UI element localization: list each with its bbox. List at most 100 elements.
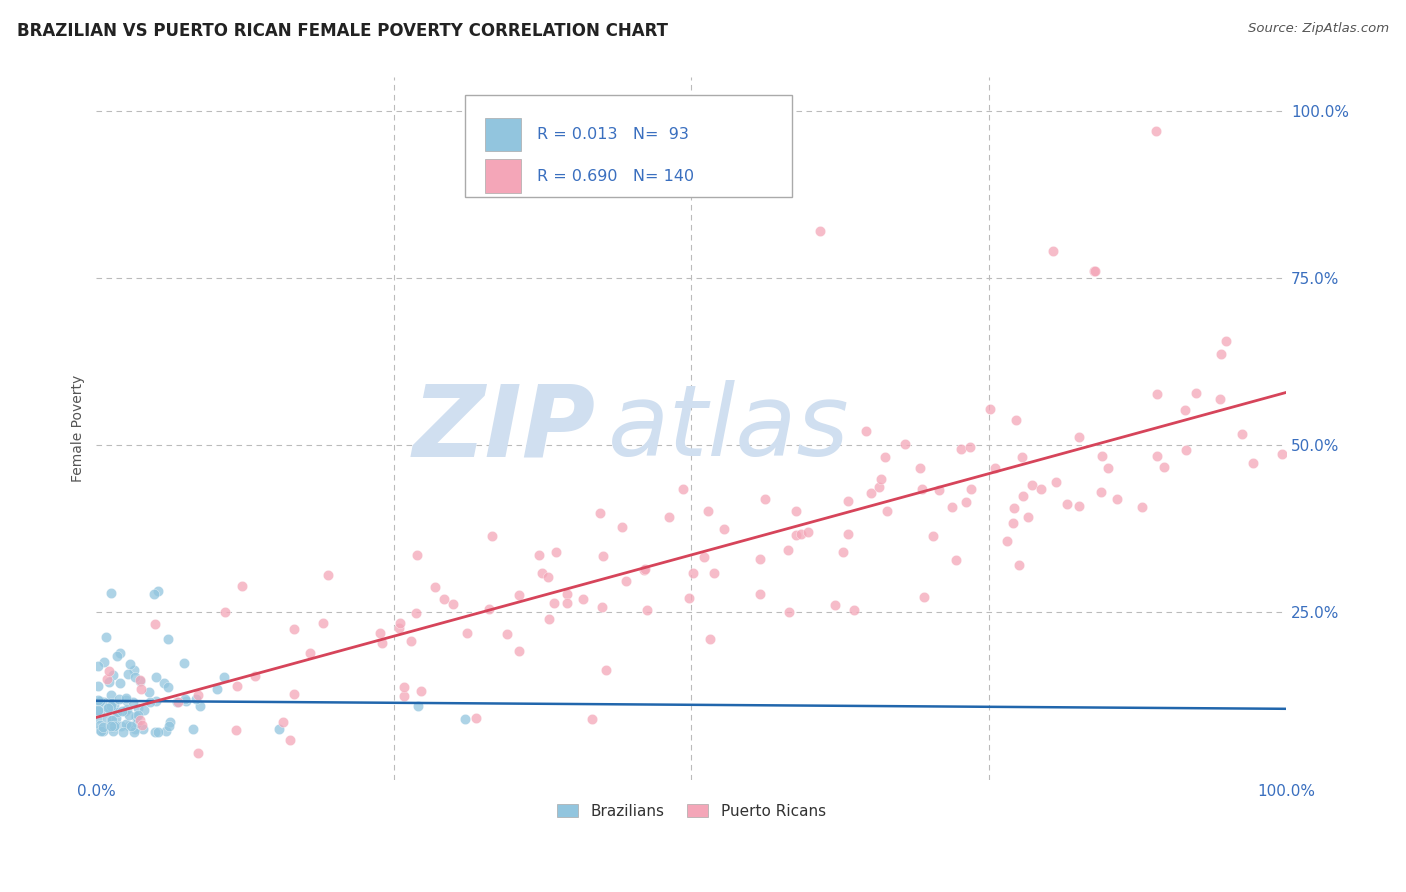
- Point: [298, 646, 321, 660]
- Point: [779, 605, 801, 619]
- Point: [979, 402, 1001, 417]
- Point: [945, 553, 967, 567]
- Point: [678, 591, 700, 605]
- Point: [142, 587, 165, 601]
- Point: [411, 683, 433, 698]
- Point: [115, 693, 138, 707]
- Point: [103, 719, 125, 733]
- Point: [536, 570, 558, 584]
- Point: [399, 634, 422, 648]
- Point: [101, 720, 124, 734]
- Point: [405, 606, 427, 620]
- Point: [392, 689, 415, 703]
- Point: [100, 585, 122, 599]
- Point: [696, 504, 718, 518]
- Point: [166, 695, 188, 709]
- Point: [111, 705, 134, 719]
- Point: [456, 626, 478, 640]
- Point: [148, 724, 170, 739]
- Point: [1173, 402, 1195, 417]
- Text: R = 0.690   N= 140: R = 0.690 N= 140: [537, 169, 693, 184]
- Point: [89, 693, 111, 707]
- Point: [1241, 456, 1264, 470]
- Point: [778, 543, 800, 558]
- Point: [869, 480, 891, 494]
- Point: [93, 696, 115, 710]
- Point: [87, 697, 110, 711]
- Bar: [485, 118, 522, 152]
- Point: [1130, 500, 1153, 514]
- Point: [797, 524, 820, 539]
- Point: [124, 722, 146, 736]
- Point: [108, 691, 131, 706]
- Point: [1012, 489, 1035, 503]
- Point: [610, 520, 633, 534]
- Point: [581, 712, 603, 726]
- Point: [1067, 430, 1090, 444]
- Point: [1042, 244, 1064, 259]
- Point: [749, 587, 772, 601]
- Point: [984, 461, 1007, 475]
- Point: [100, 688, 122, 702]
- Point: [842, 603, 865, 617]
- Point: [389, 616, 412, 631]
- Point: [1230, 427, 1253, 442]
- Point: [312, 616, 335, 631]
- Point: [672, 483, 695, 497]
- Text: R = 0.013   N=  93: R = 0.013 N= 93: [537, 127, 689, 142]
- Point: [96, 712, 118, 726]
- Point: [527, 548, 550, 562]
- Point: [190, 699, 212, 714]
- Point: [1011, 450, 1033, 464]
- Point: [406, 699, 429, 714]
- Point: [1209, 347, 1232, 361]
- Point: [122, 695, 145, 709]
- Point: [120, 719, 142, 733]
- Point: [406, 548, 429, 562]
- Point: [1067, 499, 1090, 513]
- Point: [100, 699, 122, 714]
- Point: [959, 483, 981, 497]
- Point: [1146, 449, 1168, 463]
- Point: [90, 723, 112, 738]
- Point: [1083, 264, 1105, 278]
- Point: [108, 646, 131, 660]
- Point: [703, 566, 725, 581]
- Point: [145, 694, 167, 708]
- Point: [633, 563, 655, 577]
- Point: [699, 632, 721, 646]
- Point: [122, 663, 145, 677]
- Point: [127, 700, 149, 714]
- Point: [785, 527, 807, 541]
- Point: [104, 711, 127, 725]
- Point: [530, 566, 553, 581]
- Point: [790, 526, 813, 541]
- Point: [855, 424, 877, 438]
- Point: [94, 698, 117, 713]
- Text: atlas: atlas: [607, 380, 849, 477]
- Point: [273, 714, 295, 729]
- Point: [129, 682, 152, 697]
- Point: [1209, 392, 1232, 407]
- Text: Source: ZipAtlas.com: Source: ZipAtlas.com: [1249, 22, 1389, 36]
- Point: [1091, 450, 1114, 464]
- Point: [125, 710, 148, 724]
- Point: [754, 491, 776, 506]
- Point: [110, 718, 132, 732]
- Point: [225, 723, 247, 737]
- Point: [138, 684, 160, 698]
- Point: [481, 529, 503, 543]
- Point: [115, 702, 138, 716]
- Point: [824, 599, 846, 613]
- Point: [187, 746, 209, 760]
- Point: [875, 450, 897, 464]
- Point: [174, 694, 197, 708]
- Point: [97, 699, 120, 714]
- Point: [1153, 459, 1175, 474]
- Point: [1090, 485, 1112, 500]
- Point: [1001, 516, 1024, 530]
- Point: [859, 486, 882, 500]
- Point: [591, 600, 613, 615]
- Point: [145, 670, 167, 684]
- Point: [86, 679, 108, 693]
